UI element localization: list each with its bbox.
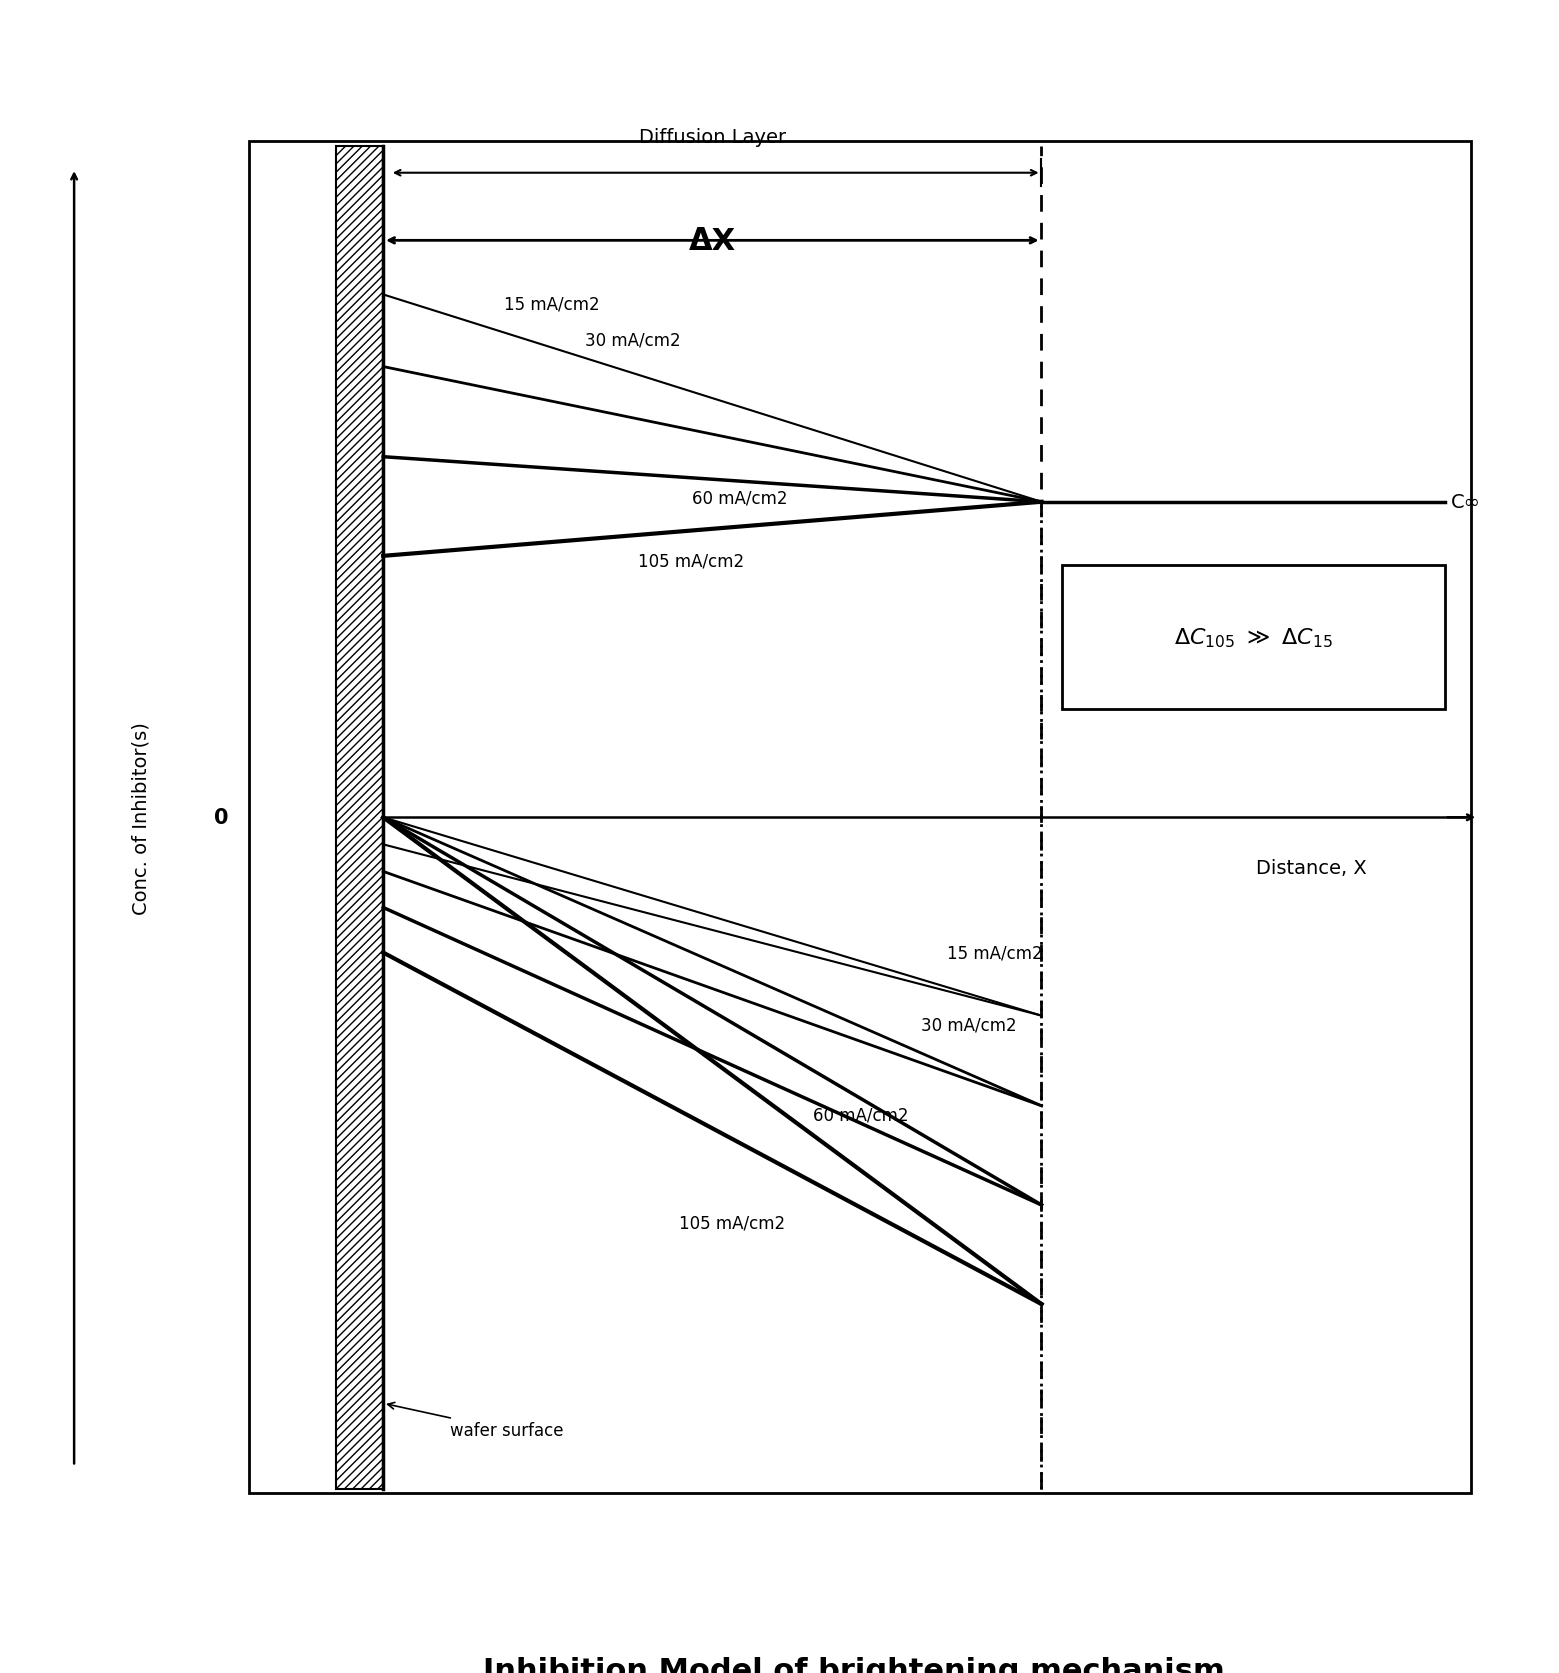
Text: Distance, X: Distance, X bbox=[1257, 858, 1367, 877]
Text: Conc. of Inhibitor(s): Conc. of Inhibitor(s) bbox=[133, 721, 151, 913]
Text: 105 mA/cm2: 105 mA/cm2 bbox=[678, 1215, 784, 1233]
Text: wafer surface: wafer surface bbox=[388, 1402, 564, 1439]
Text: ΔX: ΔX bbox=[689, 228, 736, 256]
Text: Diffusion Layer: Diffusion Layer bbox=[639, 127, 786, 147]
Text: 60 mA/cm2: 60 mA/cm2 bbox=[692, 489, 787, 507]
Bar bbox=[1062, 565, 1445, 709]
Text: Inhibition Model of brightening mechanism.: Inhibition Model of brightening mechanis… bbox=[483, 1656, 1236, 1673]
Text: 15 mA/cm2: 15 mA/cm2 bbox=[504, 294, 600, 313]
Text: 60 mA/cm2: 60 mA/cm2 bbox=[814, 1106, 909, 1124]
Bar bbox=[337, 147, 384, 1489]
Text: 30 mA/cm2: 30 mA/cm2 bbox=[920, 1016, 1016, 1034]
Text: 30 mA/cm2: 30 mA/cm2 bbox=[585, 331, 680, 350]
Text: C∞: C∞ bbox=[1451, 494, 1481, 512]
Text: 0: 0 bbox=[214, 808, 229, 828]
Bar bbox=[249, 142, 1472, 1494]
Text: 105 mA/cm2: 105 mA/cm2 bbox=[639, 552, 745, 570]
Text: $\Delta C_{105}\ \gg\ \Delta C_{15}$: $\Delta C_{105}\ \gg\ \Delta C_{15}$ bbox=[1174, 626, 1333, 649]
Text: 15 mA/cm2: 15 mA/cm2 bbox=[948, 944, 1043, 962]
